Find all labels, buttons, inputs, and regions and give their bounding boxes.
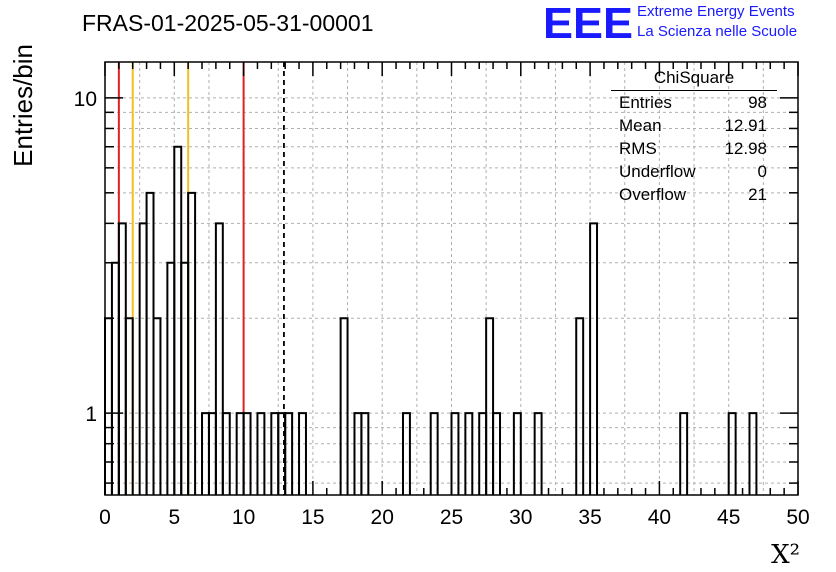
stats-value: 0 [757,162,767,181]
histogram-bar [450,412,460,495]
histogram-bar [138,222,148,495]
eee-logo: EEE [543,2,633,42]
histogram-bar [145,191,155,495]
histogram-bar [492,412,502,495]
histogram-bar [727,412,737,495]
stats-label: RMS [619,139,657,158]
y-tick-label: 10 [74,88,97,111]
x-tick-label: 35 [578,506,601,529]
histogram-bar [104,317,113,495]
histogram-bar [464,412,474,495]
histogram-bar [180,261,190,495]
histogram-bar [533,412,543,495]
x-axis-label: X² [771,540,800,570]
histogram-bar [284,412,294,495]
y-tick-label: 1 [85,403,97,426]
histogram-bar [256,412,266,495]
x-tick-label: 30 [509,506,532,529]
stats-row: Underflow 0 [611,160,777,183]
histogram-bar [173,145,183,495]
stats-row: RMS 12.98 [611,137,777,160]
stats-label: Entries [619,93,672,112]
stats-row: Mean 12.91 [611,114,777,137]
axis-ticks [104,62,799,495]
histogram-bar [339,317,349,495]
eee-logo-text: Extreme Energy Events La Scienza nelle S… [637,2,797,42]
histogram-bar [589,222,599,495]
histogram-bar [187,191,197,495]
chart-title: FRAS-01-2025-05-31-00001 [82,10,374,36]
x-tick-label: 40 [648,506,671,529]
histogram-bars [104,145,758,495]
histogram-bar [748,412,758,495]
stats-label: Mean [619,116,662,135]
x-tick-label: 10 [232,506,255,529]
y-axis-label: Entries/bin [8,44,38,167]
stats-label: Underflow [619,162,696,181]
stats-row: Entries 98 [611,91,777,114]
stats-value: 98 [748,93,767,112]
stats-value: 12.91 [724,116,767,135]
histogram-bar [298,412,307,495]
histogram-bar [575,317,585,495]
histogram-bar [110,261,120,495]
x-tick-label: 0 [99,506,111,529]
stats-value: 21 [748,185,767,204]
histogram-bar [221,412,231,495]
histogram-bar [679,412,689,495]
histogram-bar [429,412,439,495]
histogram-bar [124,317,134,495]
histogram-bar [214,222,224,495]
histogram-bar [152,317,162,495]
x-tick-label: 20 [371,506,394,529]
x-tick-label: 15 [301,506,324,529]
x-tick-label: 5 [168,506,180,529]
stats-box-name: ChiSquare [611,66,777,91]
stats-box: ChiSquare Entries 98 Mean 12.91 RMS 12.9… [611,66,777,206]
histogram-bar [242,412,252,495]
histogram-bar [360,412,370,495]
stats-row: Overflow 21 [611,183,777,206]
x-tick-label: 25 [440,506,463,529]
histogram-bar [485,317,495,495]
histogram-bar [117,222,127,495]
logo-line-2: La Scienza nelle Scuole [637,23,798,40]
stats-label: Overflow [619,185,687,204]
histogram-bar [401,412,411,495]
axis-tick-labels: 0 5 10 15 20 25 30 35 40 45 50 1 10 [74,88,810,529]
histogram-bar [512,412,522,495]
x-tick-label: 50 [786,506,809,529]
stats-value: 12.98 [724,139,767,158]
histogram-bar [166,261,176,495]
eee-logo-mark: EEE [543,2,633,42]
x-tick-label: 45 [717,506,740,529]
logo-line-1: Extreme Energy Events [637,3,795,20]
